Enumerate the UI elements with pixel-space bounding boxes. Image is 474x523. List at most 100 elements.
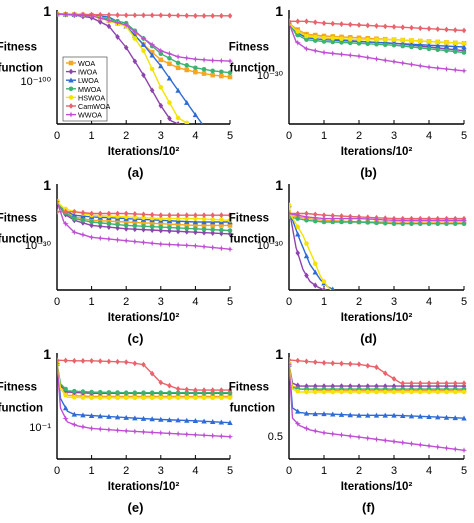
data-point: [408, 440, 415, 447]
data-point: [312, 411, 318, 417]
data-point: [149, 370, 155, 377]
data-point: [426, 42, 432, 48]
panel-label: (b): [360, 165, 377, 180]
data-point: [158, 379, 164, 386]
x-axis-label: Iterations/10²: [341, 481, 413, 493]
data-point: [175, 385, 181, 392]
data-point: [426, 39, 432, 44]
data-point: [365, 41, 371, 47]
data-point: [219, 223, 224, 228]
data-point: [201, 12, 207, 19]
data-point: [115, 222, 120, 227]
data-point: [330, 360, 336, 367]
data-point: [141, 72, 146, 79]
data-point: [329, 215, 336, 222]
data-point: [97, 389, 103, 395]
data-point: [303, 253, 310, 259]
x-tick-label: 5: [227, 465, 233, 477]
chart-panel: 0 1 2 3 4 5 1 10⁻³⁰ Fitness function Iterations/10…: [229, 177, 468, 346]
data-point: [227, 70, 233, 75]
data-point: [192, 56, 199, 63]
x-tick-label: 2: [356, 130, 362, 142]
data-point: [123, 12, 129, 19]
data-point: [452, 380, 458, 387]
data-point: [347, 389, 353, 395]
data-point: [227, 212, 233, 219]
data-point: [149, 66, 155, 72]
data-point: [356, 22, 362, 28]
data-point: [435, 42, 441, 48]
data-point: [227, 395, 233, 401]
data-point: [444, 221, 449, 226]
data-point: [320, 429, 328, 436]
data-point: [210, 217, 215, 222]
data-point: [417, 42, 423, 48]
data-point: [391, 221, 397, 226]
data-point: [219, 12, 224, 19]
data-point: [304, 37, 309, 42]
data-point: [461, 50, 467, 55]
data-point: [321, 389, 327, 395]
data-point: [461, 41, 467, 46]
data-point: [184, 63, 190, 68]
data-point: [89, 357, 94, 364]
data-point: [304, 241, 309, 246]
data-point: [460, 447, 468, 454]
data-point: [157, 47, 164, 54]
data-point: [339, 21, 344, 27]
data-point: [184, 218, 190, 224]
data-point: [132, 223, 138, 229]
chart-panel: 0 1 2 3 4 5 1 10⁻¹ Fitness function Iterations/10²…: [0, 346, 234, 515]
data-point: [390, 217, 398, 224]
data-point: [425, 217, 433, 224]
data-point: [365, 220, 371, 225]
data-point: [339, 36, 344, 42]
data-point: [219, 69, 224, 75]
data-point: [226, 433, 234, 440]
data-point: [71, 11, 78, 19]
x-tick-label: 3: [158, 296, 164, 308]
data-point: [391, 37, 397, 42]
chart-panel: 0 1 2 3 4 5 1 10⁻³⁰ Fitness function Iterations/10…: [0, 177, 234, 346]
data-point: [409, 389, 414, 395]
data-point: [97, 11, 103, 18]
data-point: [400, 37, 406, 43]
data-point: [97, 220, 103, 226]
legend-item: WOA: [66, 59, 95, 68]
data-point: [106, 390, 112, 395]
x-tick-label: 0: [286, 130, 292, 142]
x-tick-label: 0: [54, 465, 60, 477]
legend-label: CamWOA: [78, 102, 111, 111]
y-axis-label-line2: function: [230, 403, 275, 415]
x-tick-label: 1: [321, 296, 327, 308]
data-point: [312, 218, 318, 224]
data-point: [356, 389, 362, 395]
data-point: [72, 208, 77, 215]
data-point: [320, 49, 328, 56]
data-point: [373, 436, 380, 443]
data-point: [321, 35, 327, 41]
data-point: [210, 387, 215, 394]
data-point: [452, 66, 459, 74]
data-point: [68, 77, 74, 83]
data-point: [175, 60, 181, 66]
data-point: [193, 12, 198, 19]
data-point: [201, 212, 207, 219]
y-axis-label-line2: function: [0, 62, 43, 74]
y-tick-label: 1: [275, 3, 283, 19]
x-tick-label: 5: [461, 296, 467, 308]
data-point: [184, 99, 190, 105]
data-point: [158, 57, 164, 63]
data-point: [141, 48, 146, 53]
data-point: [88, 425, 95, 432]
data-point: [157, 429, 164, 436]
data-point: [158, 102, 164, 109]
data-point: [209, 432, 216, 439]
data-point: [175, 430, 182, 437]
data-point: [400, 380, 406, 387]
data-point: [417, 380, 423, 387]
data-point: [219, 230, 224, 237]
data-point: [80, 389, 86, 394]
data-point: [149, 395, 155, 401]
